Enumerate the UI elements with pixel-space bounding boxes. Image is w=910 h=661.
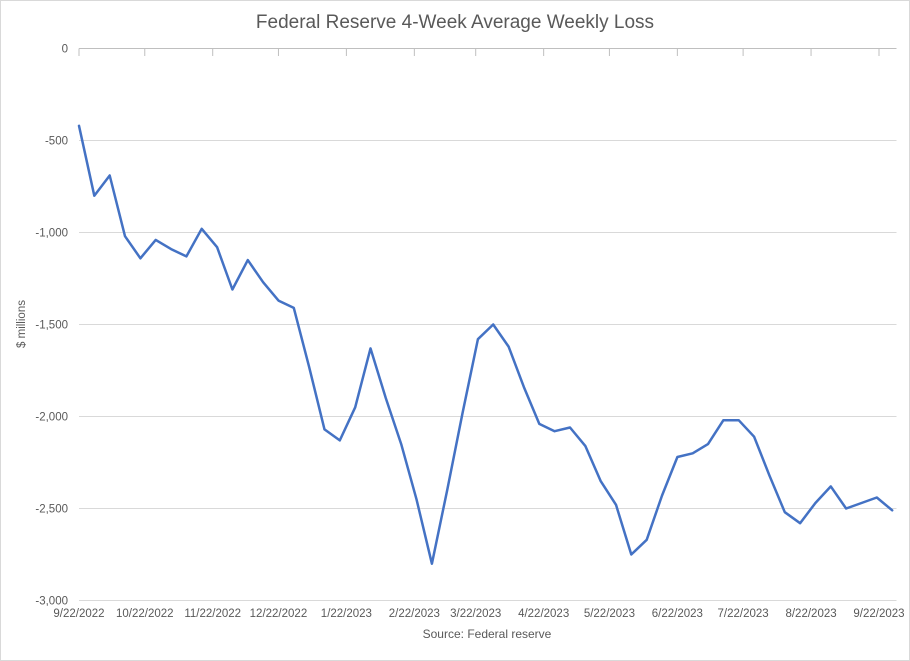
y-tick-label-5: -2,500 bbox=[35, 504, 68, 516]
x-tick-label-4: 1/22/2023 bbox=[321, 608, 372, 620]
y-tick-label-4: -2,000 bbox=[35, 412, 68, 424]
x-axis-labels: 9/22/2022 10/22/2022 11/22/2022 12/22/20… bbox=[53, 608, 904, 620]
y-tick-label-0: 0 bbox=[62, 44, 68, 56]
y-tick-label-3: -1,500 bbox=[35, 320, 68, 332]
y-tick-label-2: -1,000 bbox=[35, 228, 68, 240]
x-axis-tick-marks bbox=[78, 48, 880, 56]
source-note: Source: Federal reserve bbox=[423, 627, 552, 641]
x-tick-label-11: 8/22/2023 bbox=[785, 608, 836, 620]
x-tick-label-9: 6/22/2023 bbox=[652, 608, 703, 620]
gridlines bbox=[79, 48, 897, 601]
x-tick-label-7: 4/22/2023 bbox=[518, 608, 569, 620]
y-tick-label-6: -3,000 bbox=[35, 596, 68, 608]
y-tick-label-1: -500 bbox=[45, 136, 68, 148]
x-tick-label-2: 11/22/2022 bbox=[184, 608, 241, 620]
data-series-line bbox=[77, 124, 894, 565]
x-tick-label-3: 12/22/2022 bbox=[250, 608, 308, 620]
x-tick-label-6: 3/22/2023 bbox=[450, 608, 501, 620]
x-tick-label-8: 5/22/2023 bbox=[584, 608, 635, 620]
y-axis-title: $ millions bbox=[16, 300, 28, 348]
x-tick-label-10: 7/22/2023 bbox=[718, 608, 769, 620]
x-tick-label-5: 2/22/2023 bbox=[389, 608, 440, 620]
x-tick-label-12: 9/22/2023 bbox=[853, 608, 904, 620]
chart-title: Federal Reserve 4-Week Average Weekly Lo… bbox=[256, 12, 654, 33]
y-axis-labels: 0 -500 -1,000 -1,500 -2,000 -2,500 -3,00… bbox=[35, 44, 68, 608]
x-tick-label-0: 9/22/2022 bbox=[53, 608, 104, 620]
x-tick-label-1: 10/22/2022 bbox=[116, 608, 174, 620]
